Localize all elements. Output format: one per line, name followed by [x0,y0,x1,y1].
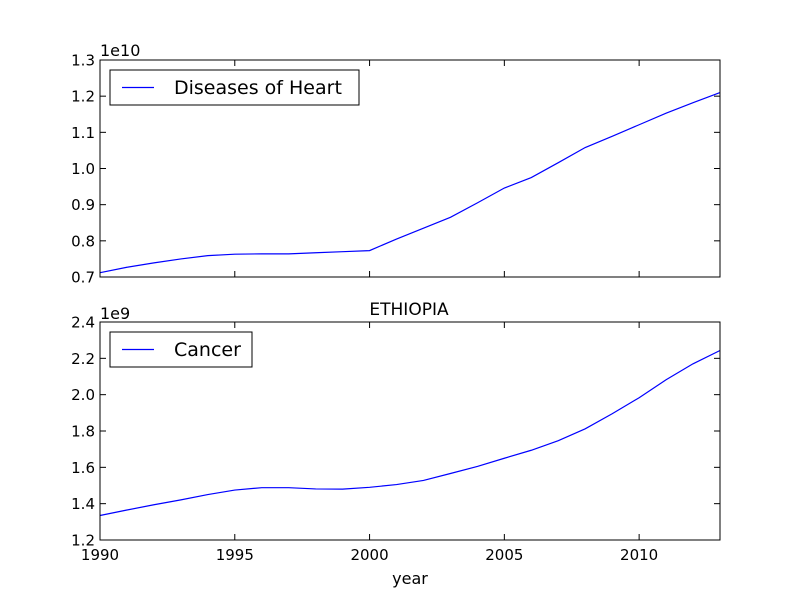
y-tick-label: 1.3 [71,52,95,70]
y-tick-label: 2.2 [71,350,95,368]
y-offset-label: 1e9 [100,304,130,323]
y-tick-label: 1.4 [71,495,95,513]
y-tick-label: 1.6 [71,459,95,477]
x-tick-label: 1995 [216,546,254,564]
y-tick-label: 0.8 [71,232,95,250]
y-offset-label: 1e10 [100,41,140,60]
cancer-panel: ETHIOPIA 1e9 year 1.2 1.4 1.6 1.8 2.0 2.2 2.4 1… [71,300,721,588]
y-tick-label: 2.0 [71,386,95,404]
y-tick-label: 1.2 [71,532,95,550]
legend-label: Diseases of Heart [174,77,342,99]
chart-title: ETHIOPIA [369,300,449,320]
legend: Cancer [109,331,253,368]
x-tick-label: 2000 [350,546,388,564]
legend-label: Cancer [174,339,241,361]
y-tick-label: 1.8 [71,423,95,441]
y-tick-label: 1.1 [71,124,95,142]
x-axis-label: year [392,569,428,588]
x-tick-label: 1990 [81,546,119,564]
x-tick-label: 2005 [485,546,523,564]
y-tick-label: 0.7 [71,269,95,287]
heart-disease-panel: 1e10 0.7 0.8 0.9 1.0 1.1 1.2 1.3 Diseases of He… [71,41,721,287]
series-line-0 [99,349,721,517]
y-tick-label: 2.4 [71,314,95,332]
series-line-0 [99,91,721,274]
legend: Diseases of Heart [109,69,360,106]
y-tick-label: 1.0 [71,160,95,178]
y-tick-label: 1.2 [71,88,95,106]
x-tick-label: 2010 [620,546,658,564]
y-tick-label: 0.9 [71,196,95,214]
